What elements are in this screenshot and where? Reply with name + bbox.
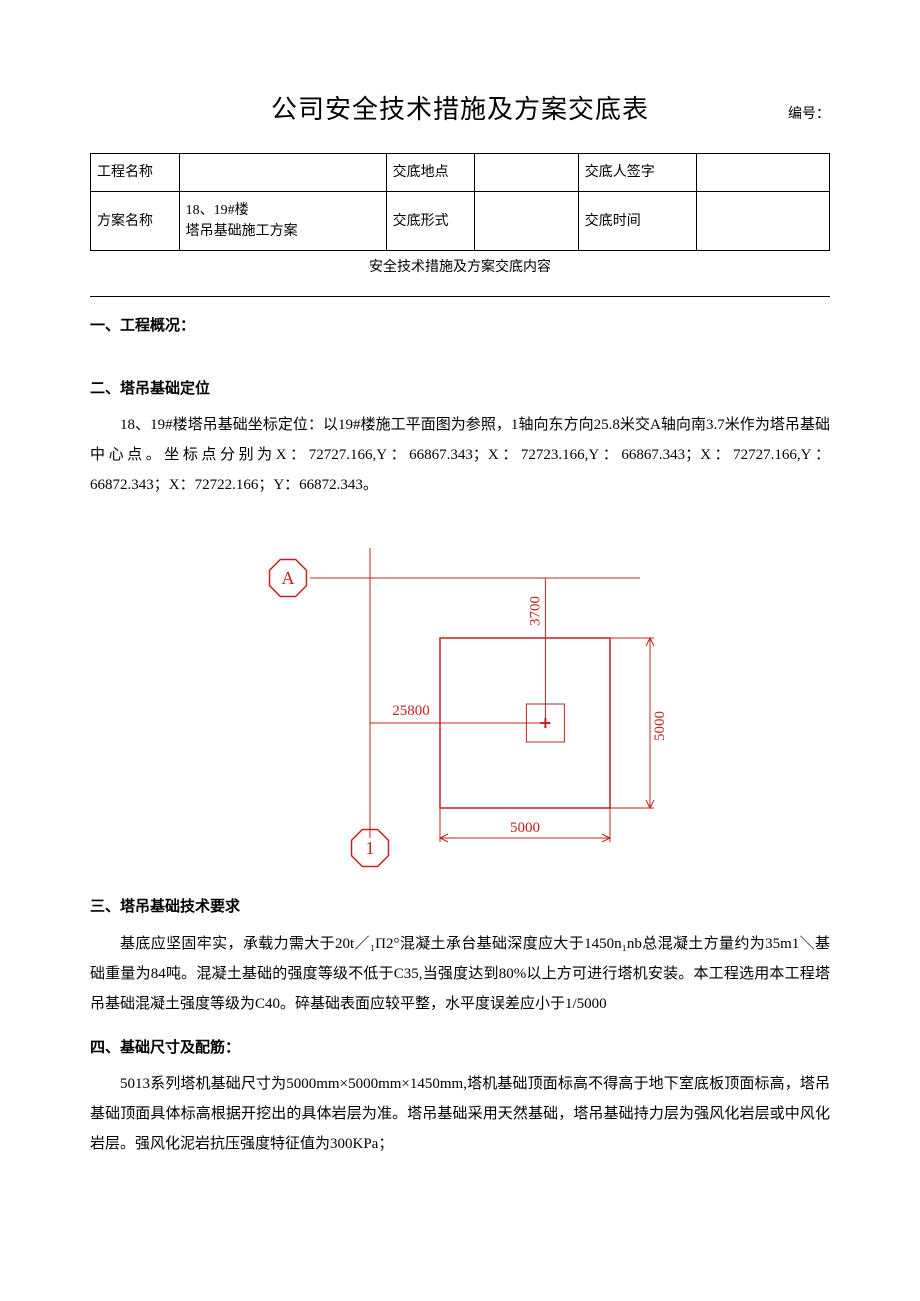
cell-form-value — [475, 192, 578, 251]
section-4-title: 四、基础尺寸及配筋： — [90, 1037, 830, 1060]
cell-plan-name-value: 18、19#楼 塔吊基础施工方案 — [179, 192, 386, 251]
serial-label: 编号： — [788, 104, 830, 125]
divider — [90, 296, 830, 297]
cell-project-name-value — [179, 154, 386, 192]
positioning-diagram: A 1 3700 25800 5000 5000 — [240, 518, 680, 878]
section-4-body: 5013系列塔机基础尺寸为5000mm×5000mm×1450mm,塔机基础顶面… — [90, 1069, 830, 1159]
cell-location-label: 交底地点 — [386, 154, 475, 192]
section-3-title: 三、塔吊基础技术要求 — [90, 896, 830, 919]
svg-text:5000: 5000 — [652, 711, 668, 741]
svg-text:25800: 25800 — [392, 703, 430, 719]
svg-text:1: 1 — [366, 838, 375, 858]
cell-location-value — [475, 154, 578, 192]
section-3-body: 基底应坚固牢实，承载力需大于20t／₁П2°混凝土承台基础深度应大于1450n₁… — [90, 929, 830, 1019]
section-2-title: 二、塔吊基础定位 — [90, 378, 830, 401]
svg-text:3700: 3700 — [527, 596, 543, 626]
header-table: 工程名称 交底地点 交底人签字 方案名称 18、19#楼 塔吊基础施工方案 交底… — [90, 153, 830, 251]
section-1-title: 一、工程概况： — [90, 315, 830, 338]
svg-text:5000: 5000 — [510, 820, 540, 836]
cell-signer-label: 交底人签字 — [578, 154, 696, 192]
cell-project-name-label: 工程名称 — [91, 154, 180, 192]
cell-plan-name-label: 方案名称 — [91, 192, 180, 251]
page-title: 公司安全技术措施及方案交底表 — [271, 90, 649, 129]
cell-form-label: 交底形式 — [386, 192, 475, 251]
content-subheading: 安全技术措施及方案交底内容 — [90, 257, 830, 278]
svg-text:A: A — [282, 568, 295, 588]
cell-time-label: 交底时间 — [578, 192, 696, 251]
cell-signer-value — [696, 154, 829, 192]
cell-time-value — [696, 192, 829, 251]
section-2-body: 18、19#楼塔吊基础坐标定位：以19#楼施工平面图为参照，1轴向东方向25.8… — [90, 410, 830, 500]
